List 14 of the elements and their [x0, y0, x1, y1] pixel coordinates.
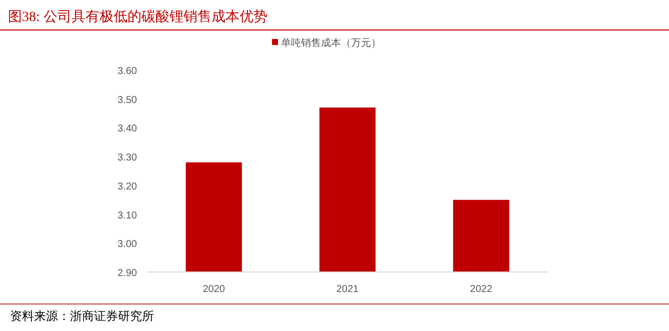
chart-title: 图38: 公司具有极低的碳酸锂销售成本优势 [8, 9, 268, 25]
y-tick-label: 3.10 [118, 210, 138, 222]
x-tick-label: 2022 [470, 284, 493, 295]
legend-label: 单吨销售成本（万元） [281, 37, 381, 49]
y-tick-label: 3.00 [118, 239, 138, 250]
y-tick-label: 3.30 [118, 152, 138, 164]
x-tick-label: 2021 [336, 284, 360, 295]
y-tick-label: 3.20 [118, 181, 138, 192]
y-tick-label: 3.50 [118, 94, 138, 106]
y-tick-label: 3.60 [118, 66, 138, 77]
y-tick-label: 3.40 [118, 124, 138, 135]
text: 资料来源：浙商证券研究所 [10, 309, 154, 323]
y-tick-label: 2.90 [118, 268, 138, 279]
x-tick-label: 2020 [202, 284, 226, 295]
